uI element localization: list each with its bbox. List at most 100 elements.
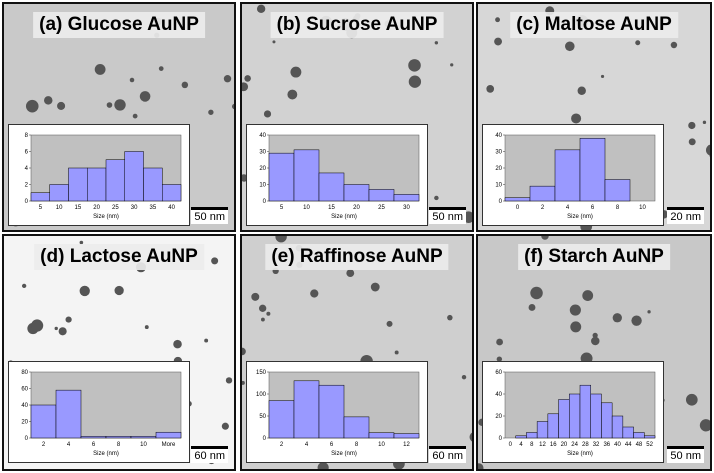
particle: [181, 81, 189, 89]
histogram-bar: [318, 172, 345, 202]
particle: [450, 63, 454, 67]
particle: [612, 313, 622, 323]
particle: [211, 257, 219, 265]
y-tick-label: 30: [259, 150, 266, 156]
y-tick-label: 0: [25, 436, 29, 442]
particle: [702, 120, 707, 124]
y-tick-label: 10: [495, 183, 502, 189]
y-tick-label: 20: [495, 166, 502, 172]
tem-panel: (b) Sucrose AuNP 50 nm 0 10 20 30 40 5 10 15 20 25 3…: [240, 2, 474, 232]
particle: [256, 4, 266, 14]
panel-title: (f) Starch AuNP: [518, 244, 670, 270]
x-tick-label: 48: [636, 442, 643, 448]
particle: [478, 463, 484, 469]
particle: [290, 66, 302, 78]
particle: [495, 17, 500, 23]
x-tick-label: 12: [403, 442, 410, 448]
histogram-bar: [130, 436, 157, 439]
particle: [79, 285, 90, 297]
particle: [242, 82, 249, 92]
histogram-inset: 0 10 20 30 40 0 2 4 6 8 10 Size (nm): [482, 124, 664, 226]
y-tick-label: 100: [256, 392, 267, 398]
particle: [570, 321, 582, 333]
particle: [79, 240, 84, 245]
x-tick-label: 32: [593, 442, 600, 448]
particle: [242, 347, 246, 356]
particle: [106, 102, 113, 108]
y-tick-label: 40: [259, 133, 266, 139]
particle: [635, 40, 641, 46]
x-tick-label: 10: [378, 442, 385, 448]
x-tick-label: 10: [639, 205, 646, 211]
x-tick-label: 36: [603, 442, 610, 448]
particle: [266, 311, 271, 316]
particle: [386, 320, 393, 327]
x-tick-label: 8: [616, 205, 620, 211]
histogram-bar: [644, 435, 656, 439]
particle: [272, 40, 276, 44]
histogram-inset: 0 10 20 30 40 5 10 15 20 25 30 Size (nm): [246, 124, 428, 226]
x-tick-label: 52: [646, 442, 653, 448]
particle: [705, 144, 710, 156]
x-tick-label: 10: [140, 442, 147, 448]
tem-panel: (f) Starch AuNP 50 nm 0 20 40 60 0 4 8 12 16 20 24 28…: [476, 234, 712, 471]
particle: [408, 59, 421, 72]
x-tick-label: 15: [328, 205, 335, 211]
particle: [225, 377, 233, 384]
scale-bar: 60 nm: [429, 446, 466, 463]
x-tick-label: More: [162, 442, 176, 448]
particle: [94, 64, 106, 75]
particle: [434, 41, 439, 45]
x-axis-label: Size (nm): [331, 451, 357, 457]
particle: [582, 290, 594, 301]
x-tick-label: 25: [378, 205, 385, 211]
x-tick-label: 24: [571, 442, 578, 448]
particle: [54, 326, 58, 331]
tem-panel: (e) Raffinose AuNP 60 nm 0 50 100 150 2 4 6 8 10 12…: [240, 234, 474, 471]
histogram-bar: [554, 149, 581, 202]
particle: [699, 419, 710, 432]
scale-bar: 50 nm: [191, 207, 228, 224]
histogram-bar: [87, 167, 107, 202]
x-tick-label: 6: [591, 205, 595, 211]
y-tick-label: 0: [25, 199, 29, 205]
particle: [114, 285, 124, 296]
particle: [600, 74, 605, 79]
x-tick-label: 4: [305, 442, 309, 448]
y-tick-label: 0: [263, 199, 267, 205]
x-axis-label: Size (nm): [567, 214, 593, 220]
histogram-bar: [143, 167, 163, 202]
x-tick-label: 5: [39, 205, 43, 211]
particle: [447, 314, 453, 321]
x-tick-label: 15: [75, 205, 82, 211]
y-tick-label: 20: [259, 166, 266, 172]
particle: [31, 319, 44, 332]
x-tick-label: 10: [303, 205, 310, 211]
y-tick-label: 30: [495, 150, 502, 156]
particle: [25, 99, 39, 113]
y-tick-label: 40: [495, 133, 502, 139]
particle: [287, 89, 298, 100]
x-tick-label: 0: [509, 442, 513, 448]
y-tick-label: 40: [495, 392, 502, 398]
x-tick-label: 35: [150, 205, 157, 211]
particle: [370, 282, 380, 292]
scale-bar: 60 nm: [191, 446, 228, 463]
y-tick-label: 20: [21, 420, 28, 426]
particle: [461, 374, 467, 380]
histogram-bar: [268, 152, 295, 202]
histogram-bar: [30, 404, 57, 439]
particle: [139, 91, 151, 102]
particle: [541, 236, 549, 240]
y-tick-label: 20: [495, 414, 502, 420]
histogram-inset: 0 50 100 150 2 4 6 8 10 12 Size (nm): [246, 361, 428, 463]
histogram-bar: [393, 194, 420, 202]
y-tick-label: 0: [499, 436, 503, 442]
particle: [408, 75, 422, 88]
particle: [208, 109, 214, 115]
x-tick-label: 4: [566, 205, 570, 211]
y-tick-label: 80: [21, 370, 28, 376]
histogram-bar: [49, 184, 69, 202]
x-tick-label: 4: [519, 442, 523, 448]
x-tick-label: 8: [117, 442, 121, 448]
